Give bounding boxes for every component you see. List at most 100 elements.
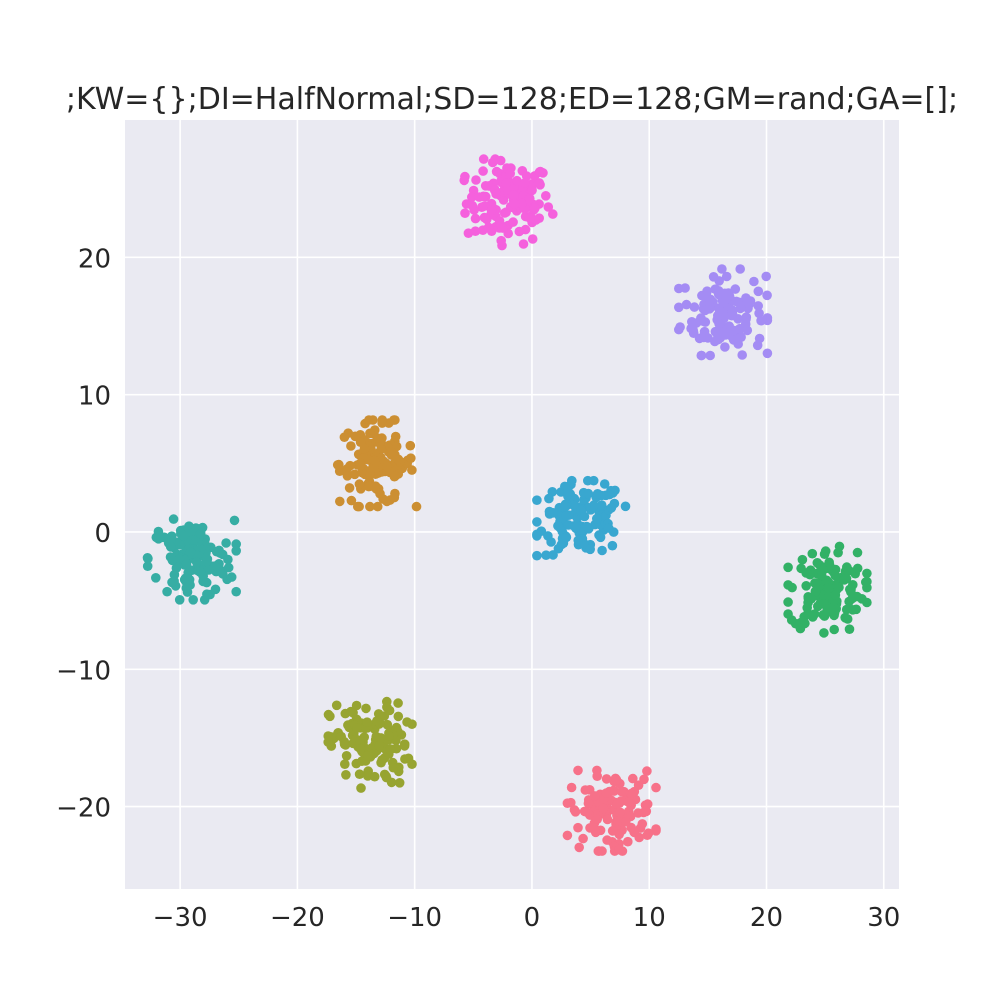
cluster-2	[674, 264, 773, 361]
data-point	[689, 302, 700, 312]
data-point	[359, 443, 370, 454]
data-point	[724, 327, 735, 338]
data-point	[355, 744, 366, 754]
data-point	[365, 501, 375, 512]
data-point	[517, 198, 527, 209]
data-point	[783, 562, 793, 573]
data-point	[614, 844, 624, 855]
data-point	[583, 798, 594, 809]
data-point	[578, 833, 588, 844]
data-point	[548, 508, 558, 518]
data-point	[623, 836, 633, 847]
data-point	[606, 503, 617, 513]
data-point	[162, 586, 172, 597]
data-point	[762, 313, 773, 323]
data-point	[592, 814, 602, 824]
data-point	[382, 719, 393, 730]
data-point	[546, 537, 556, 547]
data-point	[355, 458, 366, 469]
data-point	[643, 828, 654, 838]
data-point	[221, 538, 231, 548]
data-point	[375, 488, 385, 499]
x-tick-label: −20	[270, 903, 325, 933]
data-point	[223, 562, 234, 573]
y-tick-label: 0	[94, 519, 111, 549]
data-point	[571, 522, 581, 533]
data-point	[717, 264, 727, 274]
data-point	[374, 740, 385, 751]
data-point	[390, 431, 401, 442]
data-point	[720, 342, 730, 352]
data-point	[384, 705, 395, 716]
data-point	[501, 178, 511, 189]
data-point	[607, 540, 618, 551]
data-point	[497, 223, 508, 233]
data-point	[478, 154, 489, 164]
data-point	[527, 185, 537, 196]
data-point	[527, 234, 538, 244]
data-point	[847, 605, 858, 615]
data-point	[560, 501, 571, 512]
data-point	[741, 312, 752, 322]
data-point	[384, 418, 394, 428]
data-point	[642, 766, 652, 776]
data-point	[847, 593, 858, 604]
data-point	[710, 336, 720, 347]
data-point	[349, 469, 360, 480]
data-point	[570, 807, 581, 817]
data-point	[532, 495, 542, 506]
data-point	[830, 570, 841, 581]
data-point	[354, 479, 365, 489]
data-point	[730, 284, 741, 294]
data-point	[680, 283, 690, 293]
data-point	[616, 786, 627, 797]
data-point	[548, 209, 558, 219]
data-point	[566, 782, 577, 793]
data-point	[471, 175, 481, 185]
data-point	[753, 286, 764, 297]
data-point	[633, 808, 643, 818]
data-point	[231, 546, 241, 556]
data-point	[340, 759, 350, 769]
data-point	[362, 717, 372, 727]
data-point	[620, 501, 631, 512]
data-point	[407, 759, 417, 769]
data-point	[364, 481, 374, 492]
data-point	[601, 774, 612, 784]
data-point	[165, 542, 176, 552]
data-point	[356, 783, 366, 793]
data-point	[520, 178, 530, 188]
data-point	[188, 595, 198, 605]
data-point	[344, 483, 355, 493]
data-point	[580, 785, 591, 795]
data-point	[626, 788, 637, 799]
data-point	[573, 765, 583, 776]
data-point	[532, 550, 542, 561]
data-point	[467, 200, 478, 211]
x-tick-label: −30	[153, 903, 208, 933]
data-point	[687, 324, 698, 335]
data-point	[736, 332, 746, 343]
data-point	[807, 548, 818, 559]
data-point	[509, 199, 520, 209]
data-point	[801, 581, 811, 591]
data-point	[399, 741, 410, 751]
data-point	[226, 572, 237, 582]
data-point	[830, 590, 841, 600]
data-point	[382, 496, 392, 507]
data-point	[382, 461, 392, 472]
data-point	[191, 557, 202, 567]
data-point	[705, 350, 715, 361]
data-point	[797, 554, 808, 565]
data-point	[842, 562, 852, 572]
data-point	[829, 624, 839, 635]
data-point	[491, 166, 502, 177]
data-point	[478, 166, 488, 176]
data-point	[573, 822, 583, 833]
data-point	[229, 515, 240, 526]
data-point	[341, 751, 352, 761]
data-point	[231, 539, 241, 549]
data-point	[543, 202, 554, 212]
x-tick-labels: −30 −20 −10 0 10 20 30	[153, 903, 901, 933]
data-point	[641, 806, 652, 817]
